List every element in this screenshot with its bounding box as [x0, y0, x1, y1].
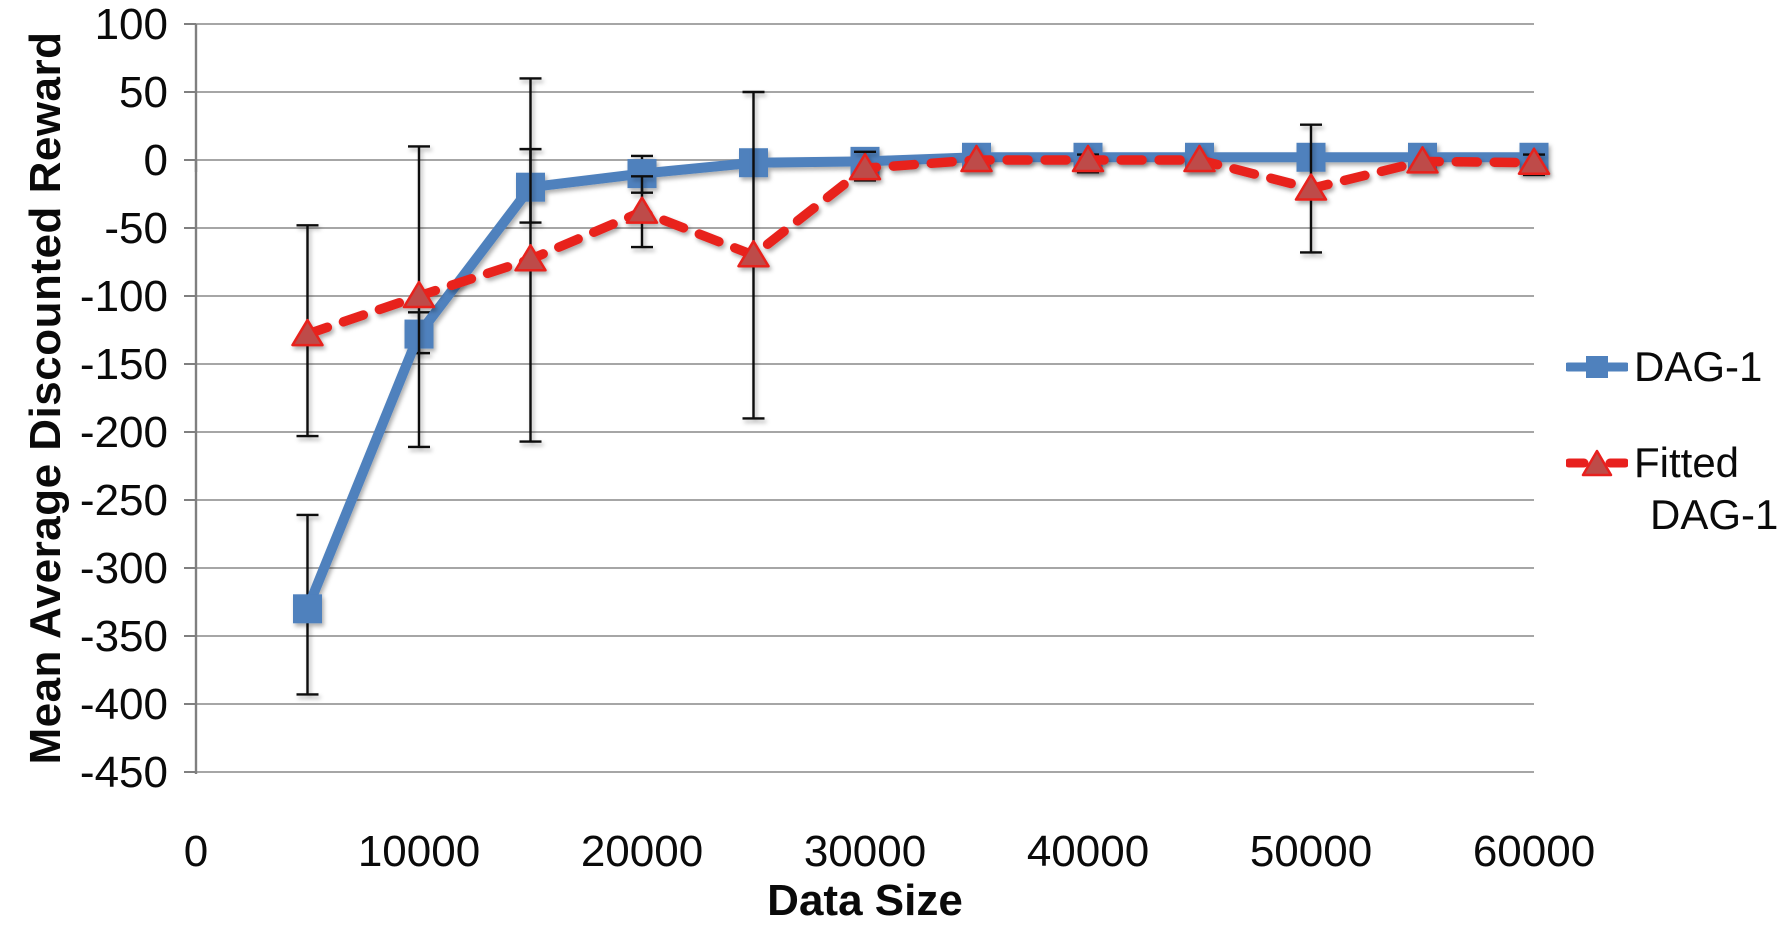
marker-fitted-dag1 — [1071, 144, 1105, 173]
y-tick-label: -350 — [80, 612, 168, 661]
marker-fitted-dag1 — [848, 152, 882, 181]
x-tick-label: 20000 — [581, 827, 703, 876]
series — [291, 77, 1551, 696]
axes — [184, 23, 198, 774]
x-tick-label: 10000 — [358, 827, 480, 876]
marker-fitted-dag1 — [960, 144, 993, 173]
y-tick-label: -450 — [80, 748, 168, 797]
x-tick-label: 40000 — [1027, 827, 1149, 876]
y-tick-label: -300 — [80, 544, 168, 593]
y-tick-label: -50 — [104, 204, 168, 253]
y-tick-label: 50 — [119, 68, 168, 117]
x-tick-label: 0 — [184, 827, 208, 876]
x-axis-title: Data Size — [767, 876, 963, 925]
marker-fitted-dag1 — [1406, 146, 1439, 174]
marker-dag1 — [293, 594, 322, 624]
y-axis-title: Mean Average Discounted Reward — [21, 31, 70, 765]
marker-fitted-dag1 — [402, 280, 436, 309]
legend-label-line-1: Fitted — [1634, 439, 1740, 486]
y-tick-label: -400 — [80, 680, 168, 729]
y-tick-label: -150 — [80, 340, 168, 389]
marker-fitted-dag1 — [514, 244, 547, 272]
series-line-dag1 — [302, 152, 1539, 614]
y-tick-label: -100 — [80, 272, 168, 321]
y-tick-label: 100 — [95, 0, 168, 49]
series-line-fitted-dag1 — [302, 155, 1539, 339]
marker-fitted-dag1 — [1183, 144, 1216, 173]
legend-label-dag-1: DAG-1 — [1634, 343, 1763, 390]
x-tick-label: 60000 — [1473, 827, 1595, 876]
series-dag-1 — [293, 142, 1549, 696]
legend-label-fitted-dag-1: Fitted DAG-1 — [1634, 437, 1778, 541]
x-tick-label: 30000 — [804, 827, 926, 876]
marker-fitted-dag1 — [737, 239, 770, 268]
legend-label-line-2: DAG-1 — [1650, 491, 1779, 538]
legend: DAG-1 Fitted DAG-1 — [1566, 0, 1787, 929]
series-fitted-dag-1 — [291, 77, 1551, 449]
marker-fitted-dag1 — [1294, 173, 1328, 201]
tick-labels: 100 50 0 -50 -100 -150 -200 -250 -300 -350 -400 -45… — [80, 0, 1595, 876]
marker-fitted-dag1 — [1517, 147, 1551, 175]
y-tick-label: -200 — [80, 408, 168, 457]
y-tick-label: -250 — [80, 476, 168, 525]
marker-fitted-dag1 — [291, 318, 324, 347]
fitted-dag1-legend-marker-icon — [1566, 449, 1628, 477]
legend-item-fitted-dag-1: Fitted DAG-1 — [1566, 437, 1778, 541]
legend-item-dag-1: DAG-1 — [1566, 343, 1762, 390]
dag1-legend-marker-icon — [1566, 356, 1628, 378]
y-tick-label: 0 — [144, 136, 168, 185]
marker-fitted-dag1 — [625, 196, 659, 224]
x-tick-label: 50000 — [1250, 827, 1372, 876]
